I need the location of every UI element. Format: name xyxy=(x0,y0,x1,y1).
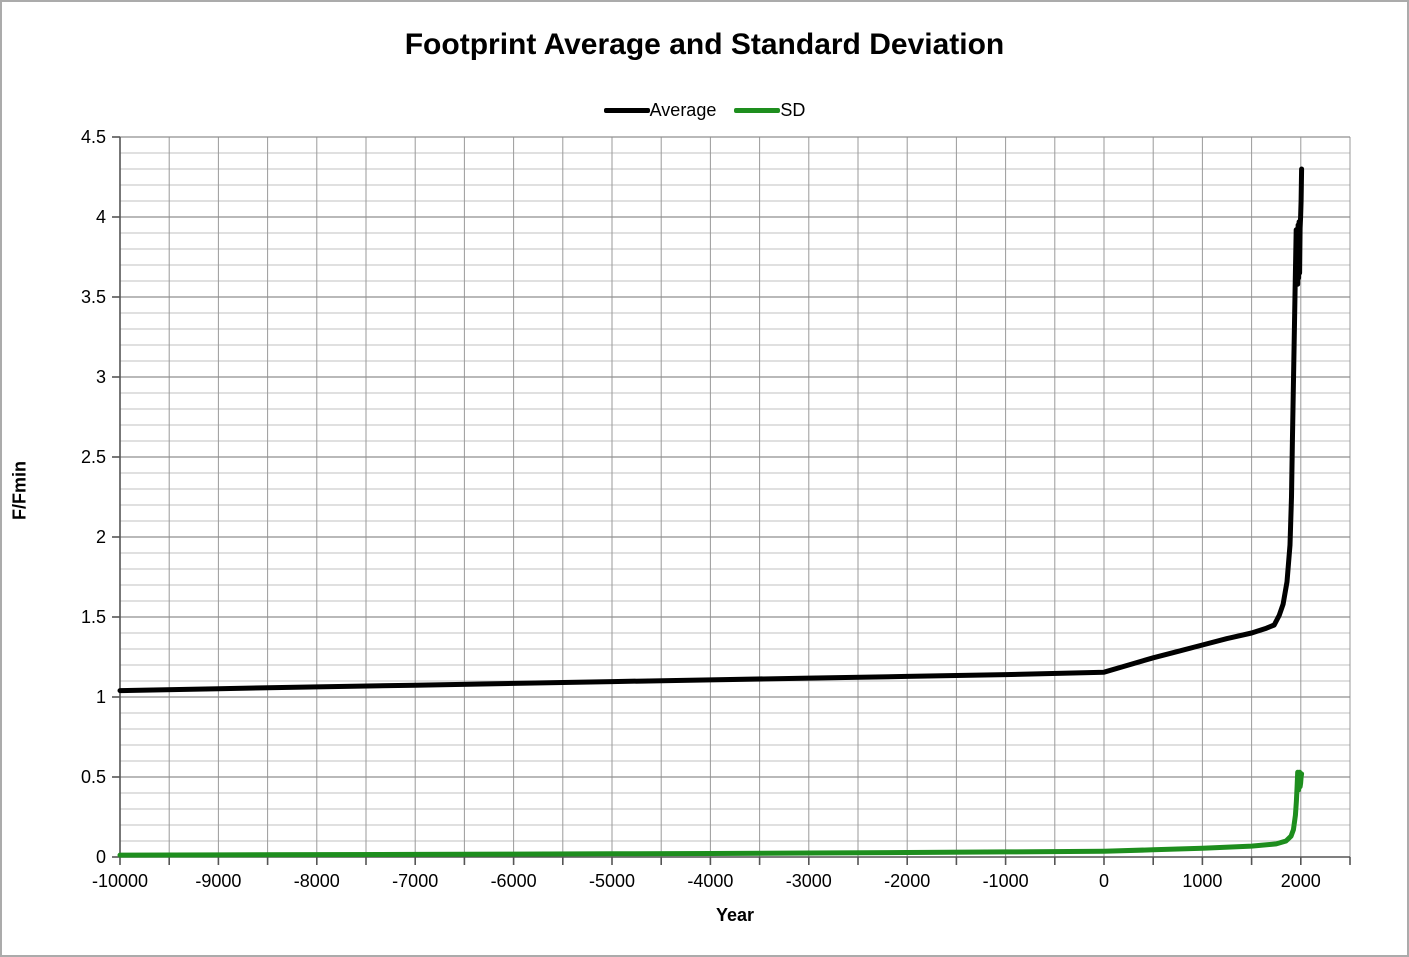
average-line-swatch-icon xyxy=(603,107,650,113)
y-tick-label: 1 xyxy=(96,687,106,707)
sd-series-line xyxy=(117,769,1305,858)
y-tick-label: 4.5 xyxy=(81,127,106,147)
legend-item-sd: SD xyxy=(734,99,805,121)
legend-label-average: Average xyxy=(649,100,717,120)
x-tick-label: -1000 xyxy=(983,871,1029,891)
x-tick-label: -5000 xyxy=(589,871,635,891)
y-tick-label: 3.5 xyxy=(81,287,106,307)
x-tick-label: -2000 xyxy=(884,871,930,891)
y-tick-label: 2 xyxy=(96,527,106,547)
y-tick-label: 0 xyxy=(96,847,106,867)
x-tick-label: 0 xyxy=(1099,871,1109,891)
chart-legend: Average SD xyxy=(2,99,1407,121)
x-tick-label: -9000 xyxy=(195,871,241,891)
sd-line-swatch-icon xyxy=(734,107,781,113)
legend-label-sd: SD xyxy=(780,100,806,120)
x-tick-label: -4000 xyxy=(687,871,733,891)
x-tick-label: -6000 xyxy=(491,871,537,891)
chart-title: Footprint Average and Standard Deviation xyxy=(404,28,1005,61)
x-tick-label: -7000 xyxy=(392,871,438,891)
x-tick-label: 2000 xyxy=(1281,871,1321,891)
x-tick-label: 1000 xyxy=(1182,871,1222,891)
x-axis-title: Year xyxy=(715,905,755,925)
y-tick-label: 3 xyxy=(96,367,106,387)
x-tick-label: -8000 xyxy=(294,871,340,891)
average-series-line xyxy=(117,166,1305,694)
legend-item-average: Average xyxy=(603,99,717,121)
x-tick-label: -3000 xyxy=(786,871,832,891)
y-tick-label: 4 xyxy=(96,207,106,227)
x-tick-label: -10000 xyxy=(92,871,148,891)
y-tick-label: 0.5 xyxy=(81,767,106,787)
y-tick-label: 1.5 xyxy=(81,607,106,627)
y-tick-label: 2.5 xyxy=(81,447,106,467)
